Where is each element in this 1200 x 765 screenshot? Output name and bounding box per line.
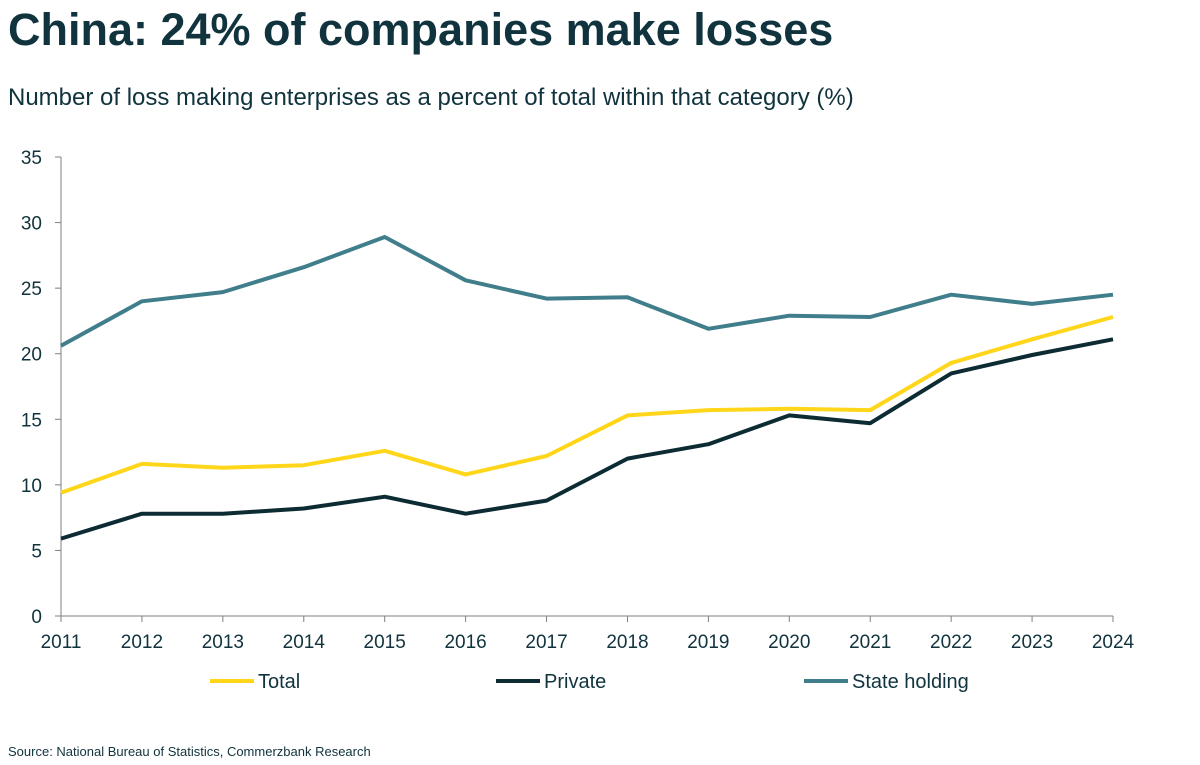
y-tick-label: 15: [21, 410, 42, 431]
legend-label-private: Private: [544, 671, 606, 693]
x-tick-label: 2017: [525, 632, 567, 653]
x-tick-label: 2015: [364, 632, 406, 653]
series-line-state-holding: [60, 235, 1114, 348]
x-tick-label: 2013: [202, 632, 244, 653]
series-line-total: [60, 315, 1114, 495]
y-tick-label: 0: [31, 607, 42, 628]
y-tick-label: 35: [21, 148, 42, 169]
legend-label-state-holding: State holding: [852, 671, 969, 693]
x-tick-label: 2019: [687, 632, 729, 653]
y-tick-label: 5: [31, 541, 42, 562]
x-tick-label: 2011: [41, 632, 82, 653]
x-tick-label: 2022: [930, 632, 972, 653]
chart-title: China: 24% of companies make losses: [8, 4, 834, 55]
x-tick-label: 2016: [444, 632, 486, 653]
x-tick-label: 2018: [606, 632, 648, 653]
legend-label-total: Total: [258, 671, 300, 693]
y-tick-label: 20: [21, 345, 42, 366]
x-tick-label: 2023: [1011, 632, 1053, 653]
x-tick-label: 2021: [849, 632, 891, 653]
x-tick-label: 2014: [283, 632, 326, 653]
series-line-private: [60, 337, 1114, 541]
x-tick-label: 2012: [121, 632, 163, 653]
x-tick-label: 2024: [1092, 632, 1135, 653]
y-tick-label: 10: [21, 476, 42, 497]
y-tick-label: 25: [21, 279, 42, 300]
x-tick-label: 2020: [768, 632, 810, 653]
y-tick-label: 30: [21, 214, 42, 235]
source-note: Source: National Bureau of Statistics, C…: [8, 744, 371, 759]
chart-subtitle: Number of loss making enterprises as a p…: [8, 84, 854, 111]
